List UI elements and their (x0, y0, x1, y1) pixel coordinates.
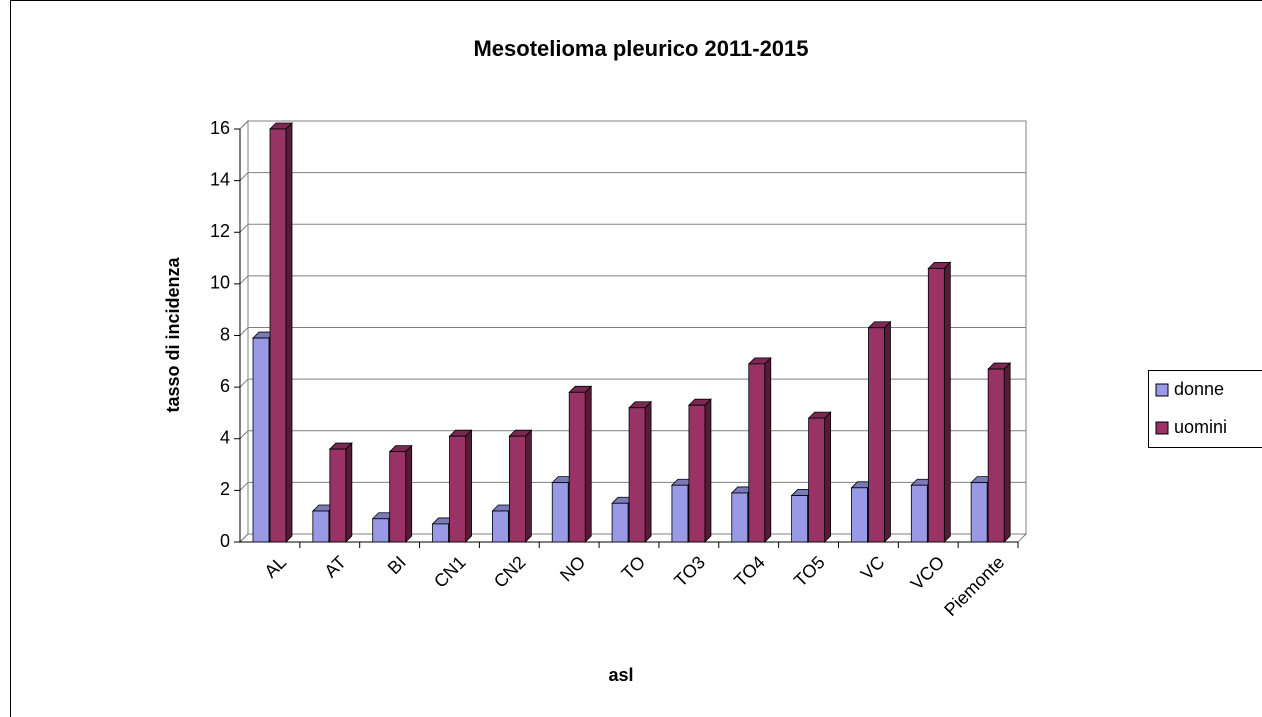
bar-front (508, 435, 526, 543)
bar-front (731, 492, 749, 543)
bar-front (910, 484, 928, 543)
y-axis-label: tasso di incidenza (163, 256, 183, 412)
grid-line (239, 275, 1026, 285)
bar-front (551, 482, 569, 543)
y-tick-label: 14 (210, 169, 230, 189)
bar (269, 122, 293, 543)
y-tick-label: 12 (210, 221, 230, 241)
bar (987, 362, 1012, 543)
bar-side (943, 261, 951, 543)
y-tick-label: 10 (210, 273, 230, 293)
bar-front (449, 435, 466, 543)
y-tick-label: 8 (220, 324, 230, 344)
bar (687, 398, 712, 543)
grid-line (239, 223, 1026, 233)
bar-front (970, 482, 988, 543)
y-tick-label: 6 (220, 376, 230, 396)
bar (927, 261, 952, 543)
bar-side (405, 444, 413, 543)
bar-side (764, 356, 772, 543)
bar-front (748, 363, 766, 543)
bar-front (432, 523, 449, 543)
x-axis-label: asl (608, 665, 633, 685)
bar-side (824, 411, 832, 543)
bar-side (884, 320, 891, 543)
chart-title: Mesotelioma pleurico 2011-2015 (473, 36, 808, 61)
bar (628, 400, 653, 543)
bar (807, 411, 832, 543)
bar-side (584, 385, 592, 543)
bar (431, 516, 456, 543)
bar (448, 429, 473, 543)
bar-front (868, 327, 885, 543)
legend (1148, 370, 1262, 448)
bar (747, 356, 772, 543)
bar-front (269, 128, 287, 543)
bar (328, 442, 353, 543)
bar-front (611, 502, 629, 543)
bar-front (987, 368, 1005, 543)
bar-side (524, 429, 532, 543)
bar-side (644, 400, 652, 543)
bar-front (372, 518, 390, 543)
bar-front (491, 510, 509, 543)
legend-swatch (1155, 383, 1169, 397)
y-tick-label: 0 (220, 531, 230, 551)
bar (867, 320, 892, 543)
grid-line (239, 120, 1026, 130)
bar-side (704, 398, 712, 543)
grid-line (239, 172, 1026, 181)
bar-front (808, 417, 826, 543)
bar (508, 429, 533, 543)
legend-label: uomini (1174, 417, 1227, 437)
bar-front (791, 495, 809, 543)
bar-front (927, 267, 945, 543)
bar-front (688, 404, 706, 543)
bar-side (345, 442, 353, 543)
bar-front (671, 484, 689, 543)
bar-side (285, 122, 293, 543)
bar-front (568, 391, 586, 543)
y-tick-label: 4 (220, 428, 230, 448)
bar (568, 385, 593, 543)
y-tick-label: 2 (220, 479, 230, 499)
bar-front (252, 337, 270, 543)
bar (388, 444, 413, 543)
bar-front (389, 451, 407, 543)
y-tick-label: 16 (210, 118, 230, 138)
legend-label: donne (1174, 379, 1224, 399)
bar-side (1003, 362, 1011, 543)
bar-front (628, 407, 646, 543)
bar-front (851, 487, 868, 543)
bar-front (312, 510, 330, 543)
legend-swatch (1155, 421, 1169, 435)
grid-line (239, 327, 1026, 336)
bar-side (465, 429, 472, 543)
bar-front (329, 448, 347, 543)
